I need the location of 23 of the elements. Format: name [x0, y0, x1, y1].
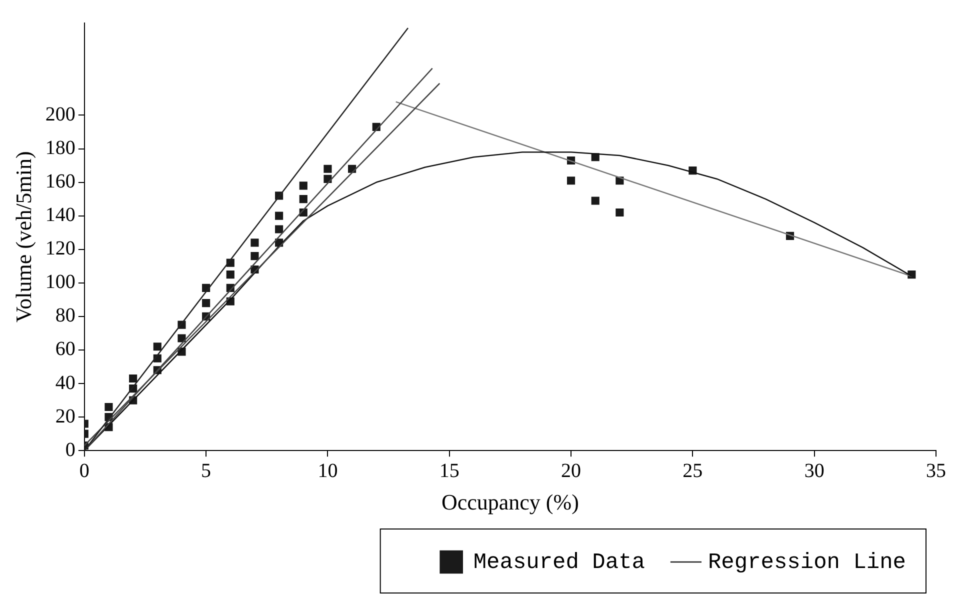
- x-tick-label: 15: [439, 460, 460, 482]
- y-tick-label: 0: [65, 438, 76, 461]
- x-tick-label: 30: [804, 460, 824, 482]
- x-tick-label: 35: [926, 460, 946, 482]
- y-axis-title: Volume (veh/5min): [10, 151, 36, 322]
- y-tick-label: 120: [45, 238, 76, 260]
- x-tick-label: 0: [79, 460, 90, 482]
- y-tick-label: 180: [45, 137, 76, 160]
- y-tick-label: 100: [45, 271, 76, 294]
- x-axis-title: Occupancy (%): [441, 490, 579, 515]
- x-tick-label: 25: [682, 460, 703, 482]
- y-tick-label: 60: [55, 338, 76, 360]
- legend-label: Regression Line: [708, 550, 906, 575]
- y-tick-label: 200: [45, 103, 76, 126]
- y-tick-label: 40: [55, 372, 76, 394]
- y-tick-label: 140: [45, 204, 76, 226]
- x-tick-label: 10: [318, 460, 338, 482]
- y-tick-label: 80: [55, 304, 76, 327]
- legend-label: Measured Data: [473, 550, 645, 575]
- x-tick-label: 20: [561, 460, 582, 482]
- y-tick-label: 160: [45, 170, 76, 193]
- y-tick-label: 20: [55, 405, 76, 428]
- x-tick-label: 5: [201, 460, 212, 482]
